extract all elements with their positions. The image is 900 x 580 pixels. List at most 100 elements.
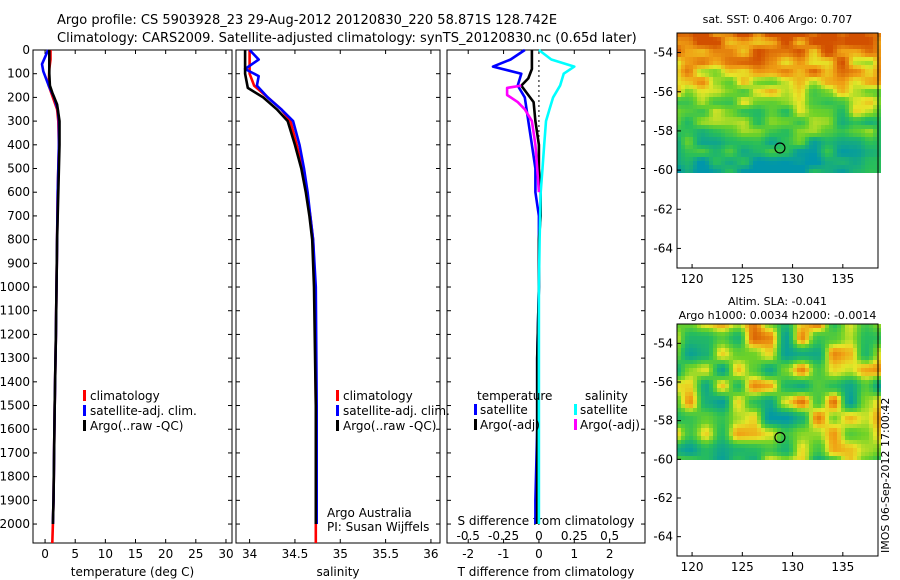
- heatmap-cell: [797, 121, 801, 125]
- heatmap-cell: [865, 45, 869, 49]
- heatmap-cell: [829, 117, 833, 121]
- x-tick-label: 5: [71, 547, 79, 561]
- heatmap-cell: [713, 109, 717, 113]
- heatmap-cell: [773, 412, 777, 416]
- heatmap-cell: [729, 117, 733, 121]
- heatmap-cell: [797, 368, 801, 372]
- heatmap-cell: [789, 157, 793, 161]
- heatmap-cell: [705, 440, 709, 444]
- heatmap-cell: [873, 133, 877, 137]
- heatmap-cell: [841, 133, 845, 137]
- heatmap-cell: [689, 332, 693, 336]
- heatmap-cell: [681, 65, 685, 69]
- heatmap-cell: [745, 85, 749, 89]
- heatmap-cell: [797, 400, 801, 404]
- heatmap-cell: [853, 49, 857, 53]
- heatmap-cell: [873, 41, 877, 45]
- heatmap-cell: [789, 360, 793, 364]
- heatmap-cell: [705, 73, 709, 77]
- heatmap-cell: [757, 129, 761, 133]
- heatmap-cell: [837, 380, 841, 384]
- heatmap-cell: [865, 432, 869, 436]
- heatmap-cell: [741, 41, 745, 45]
- heatmap-cell: [757, 344, 761, 348]
- heatmap-cell: [677, 396, 681, 400]
- heatmap-cell: [877, 340, 881, 344]
- heatmap-cell: [829, 372, 833, 376]
- heatmap-cell: [793, 448, 797, 452]
- heatmap-cell: [677, 360, 681, 364]
- heatmap-cell: [877, 165, 881, 169]
- heatmap-cell: [833, 348, 837, 352]
- heatmap-cell: [765, 93, 769, 97]
- heatmap-cell: [837, 165, 841, 169]
- heatmap-cell: [713, 137, 717, 141]
- heatmap-cell: [873, 364, 877, 368]
- heatmap-cell: [685, 324, 689, 328]
- heatmap-cell: [741, 324, 745, 328]
- heatmap-cell: [777, 360, 781, 364]
- heatmap-cell: [793, 137, 797, 141]
- heatmap-cell: [877, 416, 881, 420]
- heatmap-cell: [797, 344, 801, 348]
- heatmap-cell: [841, 424, 845, 428]
- heatmap-cell: [729, 125, 733, 129]
- heatmap-cell: [825, 165, 829, 169]
- heatmap-cell: [785, 157, 789, 161]
- heatmap-cell: [837, 137, 841, 141]
- heatmap-cell: [741, 141, 745, 145]
- x-axis-label: temperature (deg C): [71, 565, 194, 579]
- heatmap-cell: [737, 89, 741, 93]
- heatmap-cell: [845, 153, 849, 157]
- heatmap-cell: [865, 396, 869, 400]
- heatmap-cell: [697, 372, 701, 376]
- heatmap-cell: [877, 161, 881, 165]
- heatmap-cell: [705, 412, 709, 416]
- heatmap-cell: [829, 428, 833, 432]
- heatmap-cell: [785, 368, 789, 372]
- heatmap-cell: [729, 153, 733, 157]
- heatmap-cell: [785, 400, 789, 404]
- heatmap-cell: [857, 324, 861, 328]
- heatmap-cell: [701, 328, 705, 332]
- heatmap-cell: [689, 65, 693, 69]
- heatmap-cell: [829, 404, 833, 408]
- heatmap-cell: [677, 324, 681, 328]
- heatmap-cell: [817, 336, 821, 340]
- heatmap-cell: [725, 81, 729, 85]
- heatmap-cell: [853, 388, 857, 392]
- heatmap-cell: [733, 416, 737, 420]
- heatmap-cell: [869, 372, 873, 376]
- y-tick-label: 200: [7, 90, 30, 104]
- heatmap-cell: [789, 348, 793, 352]
- heatmap-cell: [733, 420, 737, 424]
- heatmap-cell: [821, 105, 825, 109]
- heatmap-cell: [785, 348, 789, 352]
- heatmap-cell: [853, 416, 857, 420]
- heatmap-cell: [697, 145, 701, 149]
- heatmap-cell: [877, 456, 881, 460]
- heatmap-cell: [709, 49, 713, 53]
- heatmap-cell: [853, 380, 857, 384]
- heatmap-cell: [689, 360, 693, 364]
- heatmap-cell: [861, 41, 865, 45]
- heatmap-cell: [837, 141, 841, 145]
- heatmap-cell: [865, 41, 869, 45]
- x-tick-label: 34: [242, 547, 257, 561]
- heatmap-cell: [773, 448, 777, 452]
- heatmap-cell: [841, 113, 845, 117]
- heatmap-cell: [721, 57, 725, 61]
- heatmap-cell: [829, 336, 833, 340]
- heatmap-cell: [773, 364, 777, 368]
- heatmap-cell: [781, 33, 785, 37]
- legend-swatch: [83, 390, 86, 401]
- heatmap-cell: [685, 376, 689, 380]
- heatmap-cell: [717, 117, 721, 121]
- heatmap-cell: [789, 45, 793, 49]
- heatmap-cell: [681, 344, 685, 348]
- heatmap-cell: [801, 81, 805, 85]
- heatmap-cell: [825, 33, 829, 37]
- heatmap-cell: [861, 360, 865, 364]
- heatmap-cell: [753, 452, 757, 456]
- heatmap-cell: [761, 420, 765, 424]
